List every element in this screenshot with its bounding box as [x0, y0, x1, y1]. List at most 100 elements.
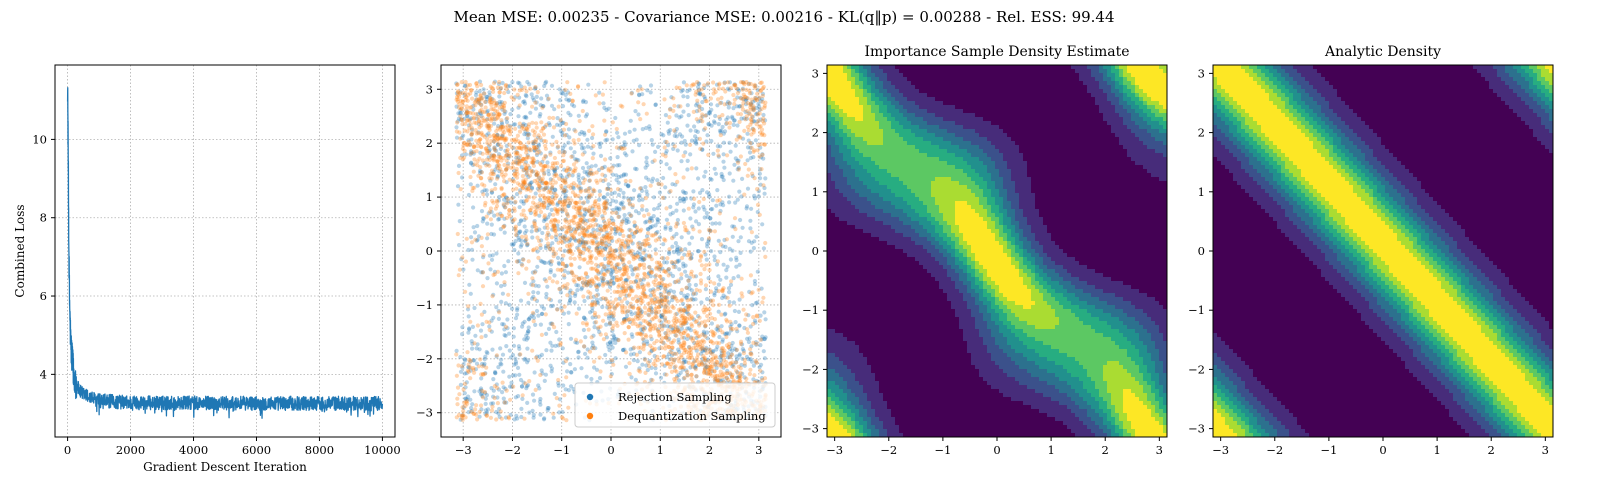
importance-density-cell	[827, 289, 832, 294]
scatter-point-dequantization	[707, 368, 711, 372]
scatter-point-rejection	[613, 341, 617, 345]
scatter-point-rejection	[622, 195, 626, 199]
scatter-point-dequantization	[716, 153, 720, 157]
scatter-point-dequantization	[603, 80, 607, 84]
scatter-point-rejection	[540, 312, 544, 316]
scatter-point-dequantization	[479, 145, 483, 149]
scatter-point-dequantization	[695, 99, 699, 103]
scatter-point-rejection	[561, 346, 565, 350]
legend-marker-rejection	[587, 394, 593, 400]
scatter-point-dequantization	[667, 292, 671, 296]
scatter-point-dequantization	[493, 148, 497, 152]
scatter-point-dequantization	[524, 89, 528, 93]
scatter-point-dequantization	[754, 97, 758, 101]
scatter-point-dequantization	[643, 358, 647, 362]
scatter-point-dequantization	[543, 144, 547, 148]
scatter-point-dequantization	[544, 279, 548, 283]
importance-density-cell	[827, 77, 832, 82]
scatter-point-dequantization	[670, 346, 674, 350]
scatter-point-dequantization	[591, 156, 595, 160]
scatter-point-dequantization	[742, 351, 746, 355]
scatter-point-dequantization	[643, 311, 647, 315]
scatter-point-dequantization	[480, 131, 484, 135]
scatter-point-rejection	[634, 209, 638, 213]
scatter-point-dequantization	[708, 350, 712, 354]
figure-suptitle: Mean MSE: 0.00235 - Covariance MSE: 0.00…	[453, 8, 1114, 26]
scatter-point-rejection	[605, 138, 609, 142]
scatter-point-dequantization	[756, 112, 760, 116]
scatter-point-rejection	[490, 348, 494, 352]
scatter-point-rejection	[687, 242, 691, 246]
scatter-point-dequantization	[454, 352, 458, 356]
importance-density-cell	[831, 73, 836, 78]
scatter-point-dequantization	[584, 271, 588, 275]
scatter-point-dequantization	[599, 178, 603, 182]
scatter-point-dequantization	[552, 174, 556, 178]
scatter-point-dequantization	[614, 225, 618, 229]
loss-xtick-label: 8000	[305, 443, 334, 457]
scatter-point-dequantization	[540, 168, 544, 172]
scatter-point-rejection	[636, 359, 640, 363]
scatter-point-dequantization	[494, 129, 498, 133]
scatter-point-dequantization	[611, 120, 615, 124]
scatter-point-dequantization	[505, 201, 509, 205]
scatter-point-rejection	[530, 229, 534, 233]
scatter-point-rejection	[484, 402, 488, 406]
scatter-point-rejection	[685, 124, 689, 128]
scatter-point-rejection	[577, 307, 581, 311]
scatter-point-dequantization	[640, 204, 644, 208]
scatter-point-dequantization	[515, 146, 519, 150]
importance-density-title: Importance Sample Density Estimate	[864, 44, 1129, 60]
scatter-point-dequantization	[675, 86, 679, 90]
scatter-point-dequantization	[669, 324, 673, 328]
scatter-point-dequantization	[561, 254, 565, 258]
scatter-point-dequantization	[670, 305, 674, 309]
scatter-point-dequantization	[673, 316, 677, 320]
scatter-point-dequantization	[627, 325, 631, 329]
scatter-point-dequantization	[627, 198, 631, 202]
scatter-point-dequantization	[752, 373, 756, 377]
scatter-point-dequantization	[606, 289, 610, 293]
scatter-point-rejection	[523, 320, 527, 324]
scatter-point-dequantization	[632, 220, 636, 224]
scatter-point-rejection	[501, 292, 505, 296]
scatter-point-dequantization	[623, 331, 627, 335]
scatter-point-dequantization	[592, 360, 596, 364]
scatter-point-dequantization	[601, 93, 605, 97]
importance-density-cell	[827, 201, 832, 206]
scatter-point-dequantization	[614, 297, 618, 301]
scatter-point-rejection	[528, 111, 532, 115]
scatter-point-dequantization	[616, 187, 620, 191]
scatter-point-rejection	[531, 96, 535, 100]
scatter-point-dequantization	[455, 83, 459, 87]
scatter-point-rejection	[645, 192, 649, 196]
scatter-point-dequantization	[594, 276, 598, 280]
scatter-point-dequantization	[544, 123, 548, 127]
scatter-point-rejection	[576, 283, 580, 287]
scatter-point-dequantization	[508, 398, 512, 402]
scatter-point-dequantization	[489, 217, 493, 221]
scatter-point-dequantization	[563, 181, 567, 185]
importance-density-cell	[827, 233, 832, 238]
importance-density-cell	[827, 205, 832, 210]
scatter-point-dequantization	[629, 289, 633, 293]
scatter-point-dequantization	[699, 254, 703, 258]
scatter-point-rejection	[578, 132, 582, 136]
scatter-point-rejection	[537, 386, 541, 390]
scatter-point-rejection	[542, 416, 546, 420]
scatter-point-rejection	[540, 231, 544, 235]
scatter-point-rejection	[493, 371, 497, 375]
scatter-point-rejection	[750, 360, 754, 364]
scatter-point-dequantization	[530, 105, 534, 109]
scatter-point-dequantization	[697, 334, 701, 338]
scatter-point-dequantization	[556, 378, 560, 382]
scatter-point-dequantization	[620, 299, 624, 303]
scatter-point-dequantization	[707, 262, 711, 266]
scatter-point-dequantization	[542, 133, 546, 137]
scatter-point-dequantization	[603, 157, 607, 161]
scatter-point-rejection	[459, 370, 463, 374]
scatter-point-dequantization	[597, 315, 601, 319]
scatter-point-dequantization	[701, 308, 705, 312]
scatter-point-dequantization	[518, 190, 522, 194]
scatter-point-rejection	[567, 135, 571, 139]
